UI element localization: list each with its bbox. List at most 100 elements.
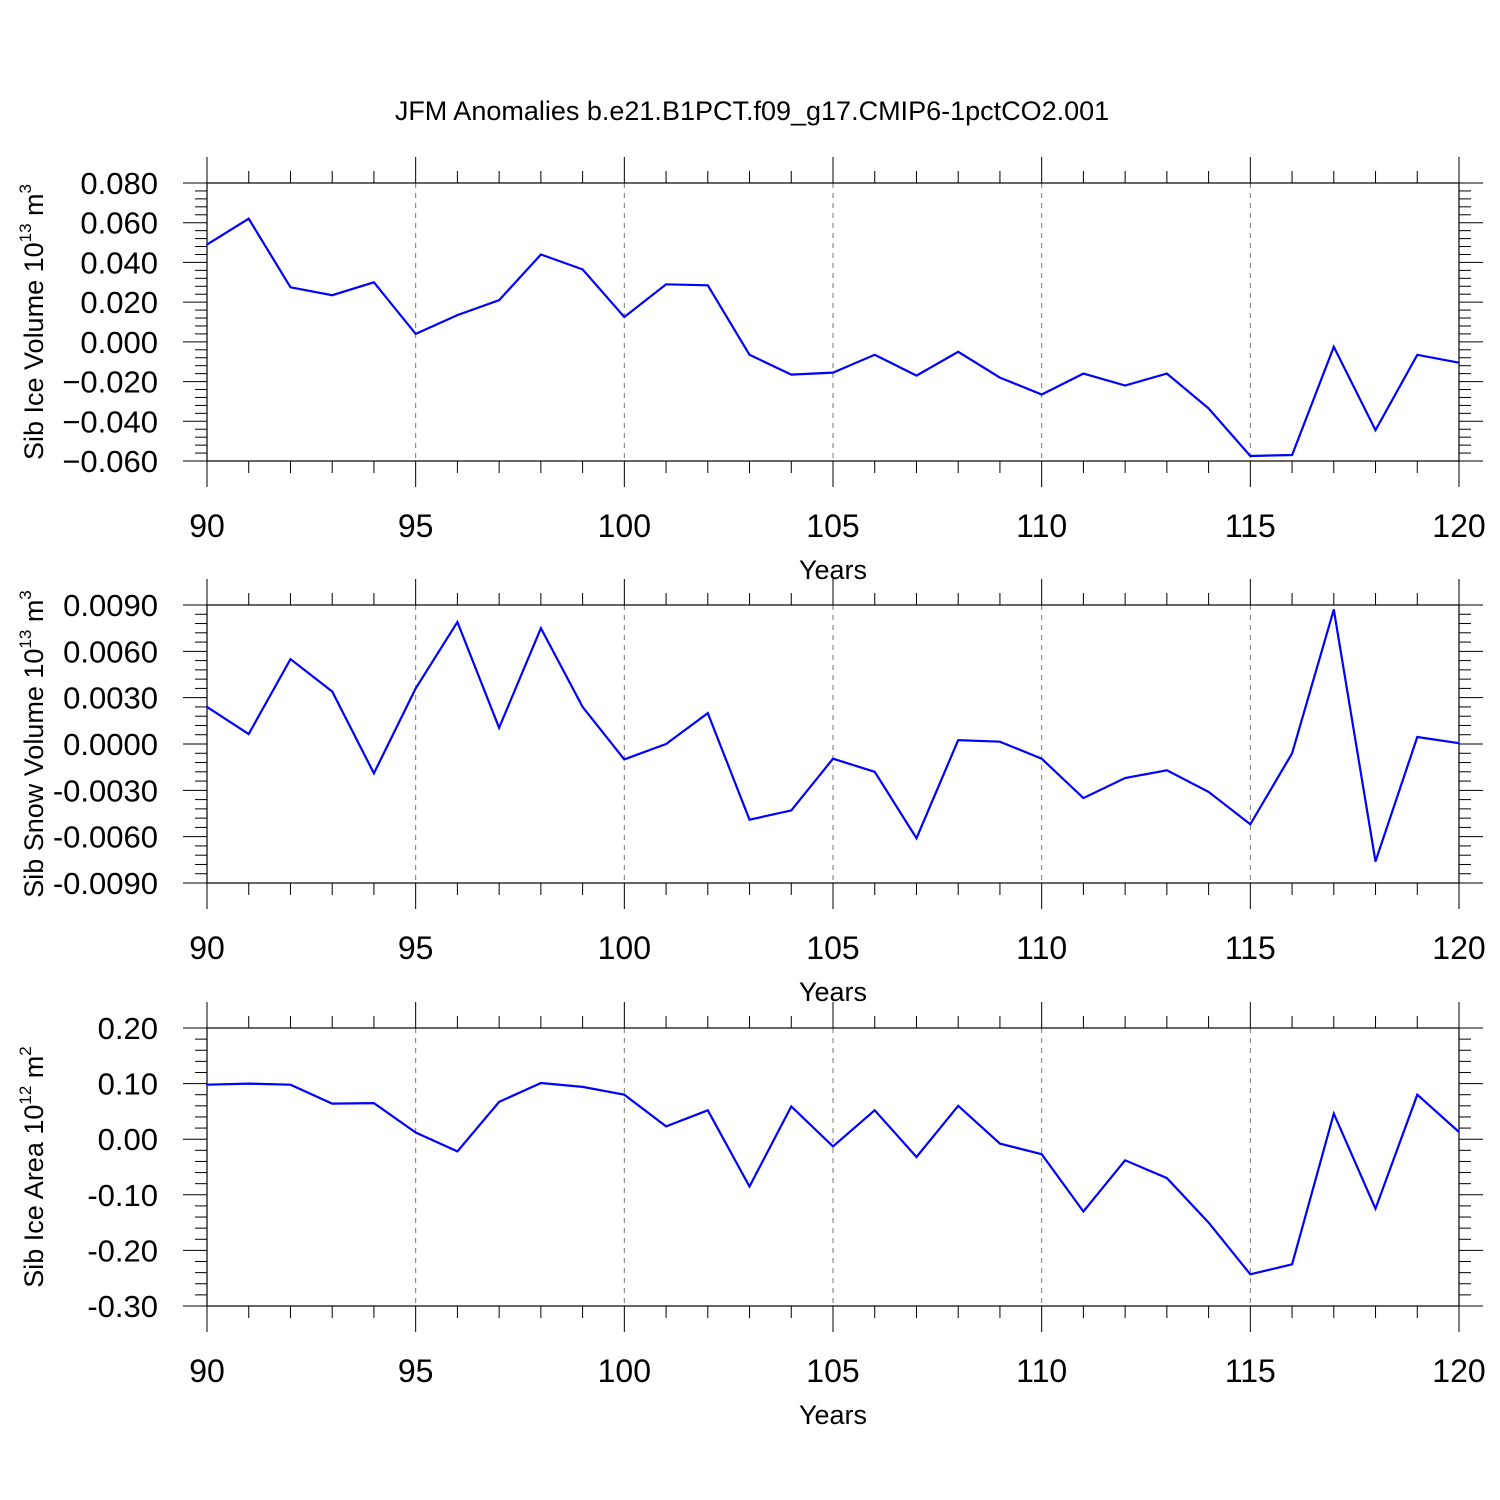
ice-volume-data-point: [456, 314, 459, 316]
ice-area-data-point: [498, 1101, 500, 1103]
panel-snow-volume-y-axis-label: Sib Snow Volume 1013 m3: [16, 590, 49, 898]
snow-volume-data-point: [206, 706, 208, 708]
ice-volume-data-point: [414, 333, 417, 335]
ice-area-data-point: [1333, 1112, 1335, 1115]
ice-area-data-point: [999, 1142, 1001, 1145]
snow-volume-data-point: [623, 758, 626, 761]
ice-area-x-tick-label: 105: [806, 1353, 859, 1389]
ice-volume-y-tick-label: 0.000: [80, 325, 158, 360]
ice-volume-data-point: [1333, 346, 1335, 348]
ice-volume-data-point: [915, 374, 918, 377]
ice-volume-data-point: [665, 283, 667, 286]
snow-volume-data-point: [456, 621, 459, 623]
ice-area-y-tick-label: -0.30: [87, 1289, 158, 1324]
snow-volume-data-point: [1374, 860, 1377, 863]
ice-area-data-point: [581, 1086, 584, 1088]
ice-area-data-point: [289, 1083, 292, 1086]
snow-volume-x-tick-label: 105: [806, 930, 859, 966]
ice-area-x-tick-label: 110: [1016, 1353, 1067, 1389]
ice-area-x-tick-label: 90: [189, 1353, 225, 1389]
ice-area-data-point: [1291, 1263, 1293, 1266]
ice-volume-y-tick-label: 0.020: [80, 285, 158, 320]
ice-area-data-point: [1040, 1153, 1043, 1156]
panel-ice-volume: Sib Ice Volume 1013 m3 Years 90 95 100 105 1…: [16, 157, 1486, 585]
ice-volume-data-point: [873, 353, 876, 356]
ice-area-x-tick-label: 95: [398, 1353, 434, 1389]
snow-volume-y-tick-label: 0.0030: [63, 681, 158, 716]
ice-area-y-tick-label: 0.20: [98, 1011, 158, 1046]
ice-area-data-point: [790, 1105, 793, 1108]
snow-volume-data-point: [1249, 823, 1252, 826]
ice-volume-data-point: [540, 253, 542, 256]
ice-volume-y-tick-label: 0.060: [80, 206, 158, 241]
ice-volume-data-point: [707, 284, 709, 287]
snow-volume-x-tick-label: 110: [1016, 930, 1067, 966]
ice-volume-y-tick-label: −0.060: [62, 444, 158, 479]
ice-volume-data-point: [289, 286, 292, 289]
ice-area-data-point: [331, 1102, 334, 1105]
ice-volume-data-point: [1124, 384, 1126, 387]
snow-volume-data-point: [1207, 791, 1210, 793]
ice-volume-y-tick-label: −0.020: [62, 365, 158, 400]
snow-volume-data-point: [873, 771, 876, 773]
snow-volume-data-point: [832, 757, 834, 760]
snow-volume-data-point: [540, 627, 542, 629]
ice-volume-data-point: [1416, 353, 1419, 356]
snow-volume-data-point: [790, 809, 793, 812]
panel-ice-volume-y-axis-label: Sib Ice Volume 1013 m3: [16, 184, 49, 460]
ice-area-data-point: [414, 1131, 417, 1134]
ice-area-data-point: [1249, 1273, 1252, 1276]
panel-ice-area: Sib Ice Area 1012 m2 Years 90 95 100 105 110…: [16, 1002, 1486, 1430]
ice-area-x-tick-label: 115: [1225, 1353, 1276, 1389]
snow-volume-data-point: [665, 743, 667, 745]
ice-volume-data-point: [1458, 361, 1460, 364]
ice-area-data-point: [373, 1102, 375, 1104]
ice-area-data-point: [206, 1083, 208, 1086]
snow-volume-data-point: [707, 712, 709, 714]
ice-area-y-tick-label: -0.10: [87, 1178, 158, 1213]
ice-area-x-tick-label: 120: [1432, 1353, 1485, 1389]
chart-title: JFM Anomalies b.e21.B1PCT.f09_g17.CMIP6-…: [395, 96, 1109, 126]
ice-volume-data-point: [1249, 455, 1252, 457]
ice-area-y-tick-label: 0.00: [98, 1122, 158, 1157]
ice-volume-x-tick-label: 100: [598, 508, 651, 544]
snow-volume-data-point: [1291, 752, 1293, 755]
snow-volume-y-tick-label: -0.0090: [53, 866, 158, 901]
ice-volume-data-point: [1040, 393, 1043, 396]
snow-volume-x-tick-label: 100: [598, 930, 651, 966]
snow-volume-data-point: [498, 726, 500, 729]
ice-area-data-point: [1416, 1093, 1419, 1096]
ice-area-data-point: [540, 1082, 542, 1084]
snow-volume-data-point: [748, 818, 751, 821]
ice-area-x-tick-label: 100: [598, 1353, 651, 1389]
ice-volume-x-tick-label: 110: [1016, 508, 1067, 544]
snow-volume-data-point: [957, 739, 959, 741]
ice-area-data-point: [1207, 1221, 1210, 1224]
snow-volume-x-tick-label: 115: [1225, 930, 1276, 966]
snow-volume-y-tick-label: -0.0060: [53, 820, 158, 855]
snow-volume-data-point: [1082, 797, 1085, 799]
snow-volume-x-tick-label: 90: [189, 930, 225, 966]
ice-volume-data-point: [1166, 372, 1168, 375]
snow-volume-data-point: [1166, 769, 1168, 772]
snow-volume-data-point: [1040, 757, 1043, 760]
snow-volume-data-point: [915, 837, 918, 840]
ice-volume-data-point: [1207, 407, 1210, 410]
ice-volume-data-point: [623, 316, 626, 318]
snow-volume-y-tick-label: -0.0030: [53, 773, 158, 808]
ice-volume-data-point: [247, 217, 250, 220]
ice-volume-data-point: [373, 281, 375, 284]
snow-volume-y-tick-label: 0.0060: [63, 634, 158, 669]
panel-snow-volume: Sib Snow Volume 1013 m3 Years 90 95 100 105…: [16, 579, 1486, 1007]
panel-ice-area-x-axis-label: Years: [799, 1400, 867, 1430]
snow-volume-data-point: [581, 706, 584, 708]
ice-volume-data-point: [957, 350, 959, 353]
snow-volume-x-tick-label: 95: [398, 930, 434, 966]
ice-volume-x-tick-label: 95: [398, 508, 434, 544]
ice-area-data-point: [1458, 1131, 1460, 1133]
ice-area-data-point: [665, 1125, 667, 1128]
ice-volume-y-tick-label: 0.040: [80, 245, 158, 280]
ice-area-data-point: [1124, 1159, 1126, 1162]
ice-area-data-point: [1082, 1210, 1085, 1213]
